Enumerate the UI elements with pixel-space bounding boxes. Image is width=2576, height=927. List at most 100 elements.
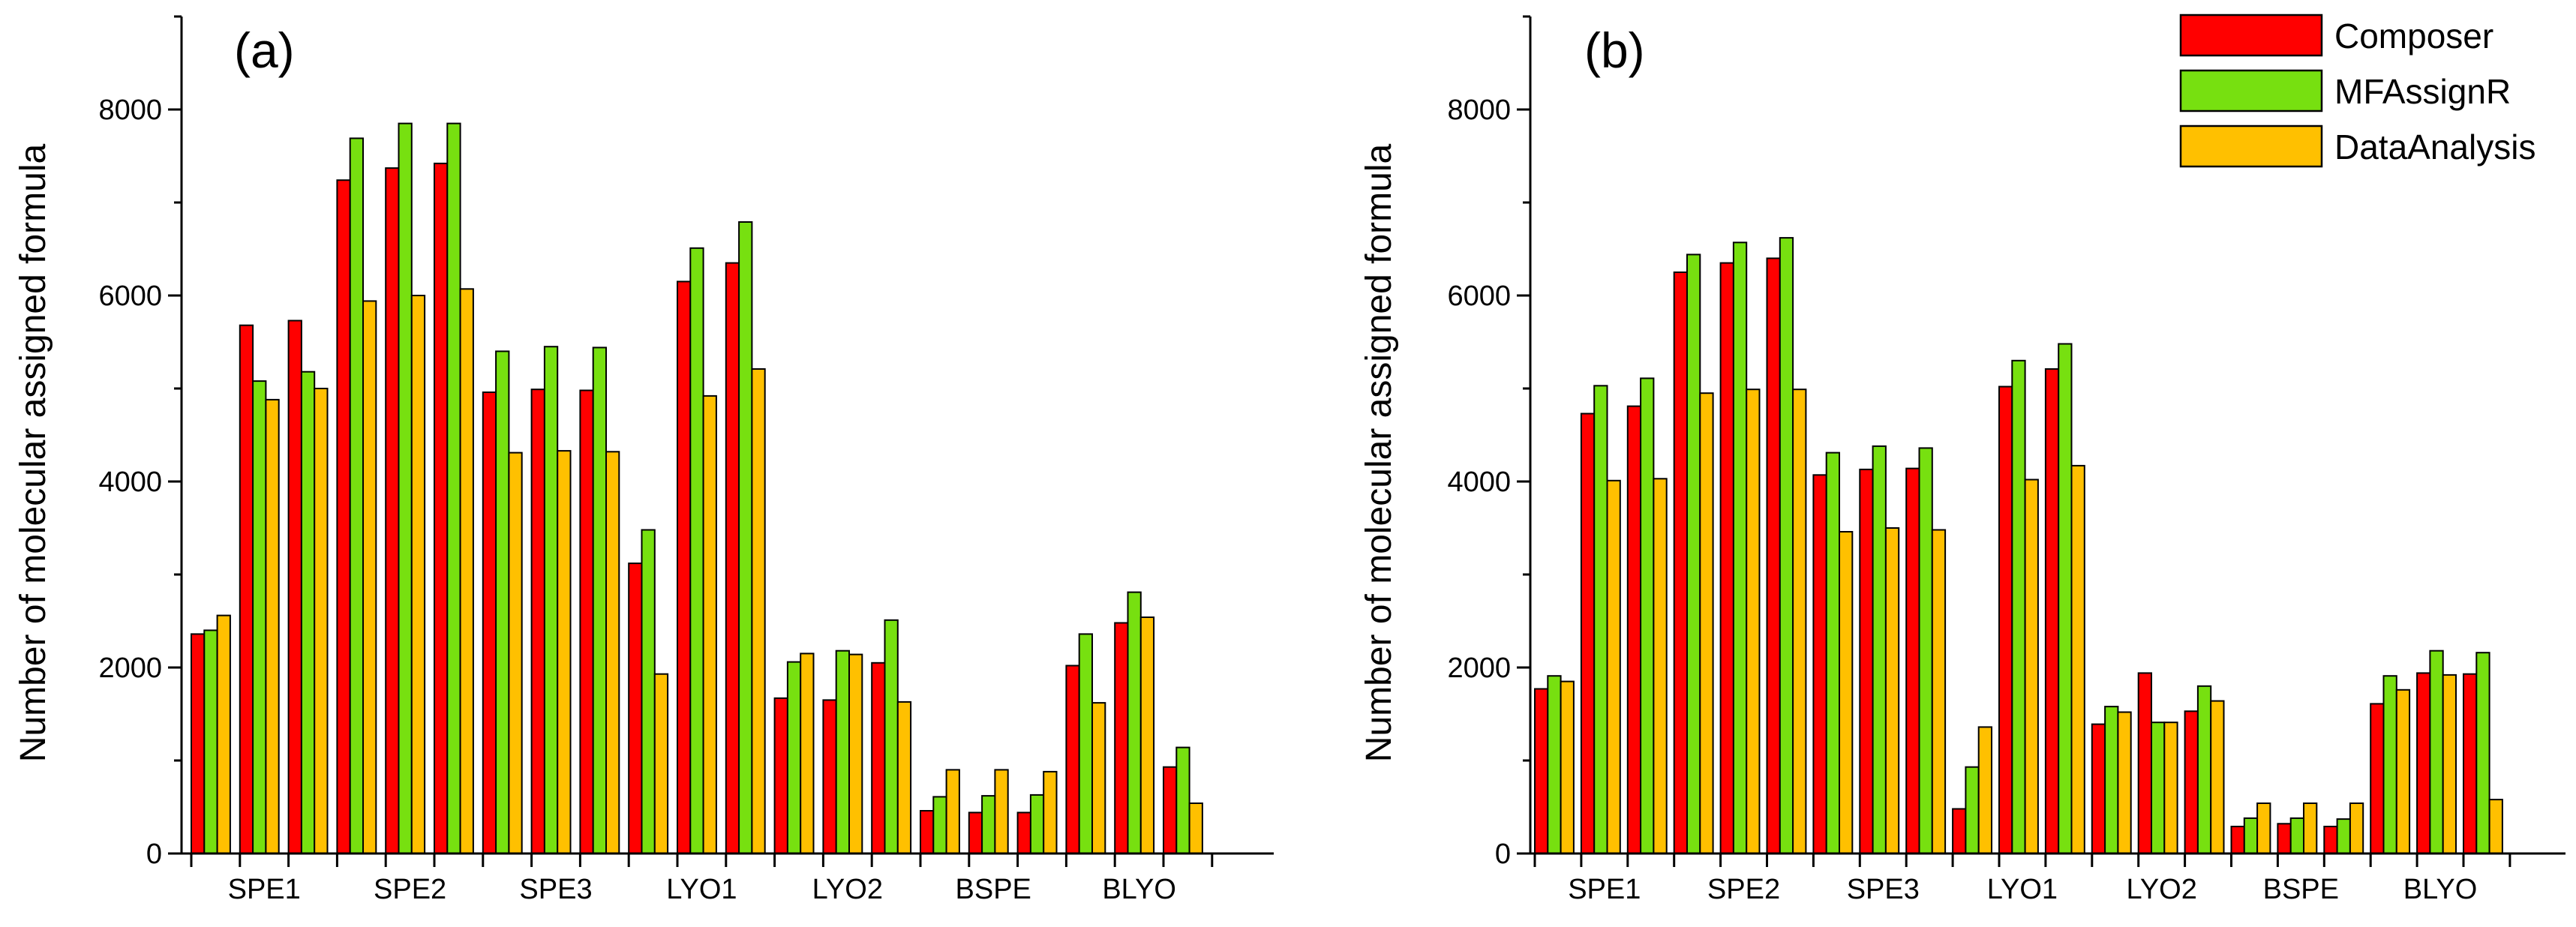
panel-a-bar-dataanalysis-8 (557, 450, 572, 854)
panel-b-bar-dataanalysis-1 (1560, 680, 1575, 854)
panel-b-bar-dataanalysis-21 (2488, 799, 2503, 854)
panel-b-bar-mfassignr-9 (1918, 447, 1933, 854)
panel-a-bar-mfassignr-20 (1127, 591, 1142, 854)
panel-b-bars (1534, 237, 2503, 855)
panel-a-bar-composer-4 (336, 179, 351, 854)
panel-a-category-label-spe3: SPE3 (519, 874, 592, 905)
panel-b-bar-dataanalysis-10 (1977, 726, 1992, 855)
panel-a-bar-dataanalysis-15 (896, 700, 912, 855)
panel-b-bar-dataanalysis-13 (2117, 711, 2132, 854)
panel-a-bar-mfassignr-4 (349, 137, 365, 854)
panel-b-y-tick-label-0: 0 (1495, 838, 1511, 870)
panel-b-category-label-bspe: BSPE (2263, 874, 2339, 905)
panel-b-bar-composer-21 (2463, 673, 2478, 855)
panel-a-bar-dataanalysis-20 (1139, 616, 1155, 854)
panel-b-bar-mfassignr-5 (1732, 242, 1748, 854)
panel-a-bar-composer-9 (579, 389, 594, 854)
panel-a-bar-dataanalysis-5 (410, 295, 426, 854)
panel-a-bar-composer-15 (871, 662, 886, 854)
panel-a-bar-composer-13 (773, 697, 788, 855)
panel-a-bar-dataanalysis-4 (362, 300, 377, 854)
panel-b-bar-mfassignr-2 (1593, 385, 1608, 854)
panel-b-category-label-spe1: SPE1 (1568, 874, 1641, 905)
panel-a-y-tick-label-4000: 4000 (98, 466, 162, 498)
panel-a-bar-mfassignr-21 (1175, 746, 1190, 854)
panel-b-bar-mfassignr-11 (2011, 359, 2026, 854)
panel-b-bar-dataanalysis-19 (2395, 688, 2411, 854)
panel-b-bar-mfassignr-8 (1872, 445, 1887, 854)
panel-a-bar-composer-6 (434, 162, 449, 854)
panel-a-bar-composer-11 (677, 280, 692, 854)
panel-b-bar-composer-5 (1719, 262, 1734, 855)
panel-b-bar-dataanalysis-16 (2256, 802, 2271, 854)
panel-b-category-label-blyo: BLYO (2403, 874, 2478, 905)
panel-b-bar-composer-18 (2323, 826, 2338, 854)
panel-a-category-label-lyo1: LYO1 (666, 874, 737, 905)
panel-b-bar-composer-17 (2277, 823, 2292, 855)
legend-swatch-dataanalysis (2179, 124, 2323, 168)
panel-a-axes (180, 16, 1274, 867)
panel-b-bar-composer-6 (1766, 257, 1781, 854)
panel-b-bar-dataanalysis-17 (2303, 802, 2318, 854)
panel-a-category-label-spe1: SPE1 (228, 874, 301, 905)
panel-a-category-label-blyo: BLYO (1102, 874, 1176, 905)
panel-a-bar-mfassignr-7 (495, 350, 510, 854)
panel-b-bar-dataanalysis-4 (1699, 392, 1714, 854)
panel-a-y-tick-label-2000: 2000 (98, 652, 162, 684)
panel-b-y-tick-label-4000: 4000 (1447, 466, 1511, 498)
panel-b-bar-composer-11 (1998, 386, 2013, 854)
panel-b-bar-mfassignr-14 (2151, 722, 2166, 855)
panel-b-label: (b) (1584, 22, 1645, 78)
legend-swatch-composer (2179, 14, 2323, 57)
panel-b-bar-dataanalysis-11 (2024, 478, 2039, 854)
panel-a-bar-dataanalysis-6 (459, 288, 474, 854)
panel-b-bar-mfassignr-15 (2196, 685, 2212, 854)
panel-b-y-tick-label-6000: 6000 (1447, 280, 1511, 312)
legend: Composer MFAssignR DataAnalysis (2179, 14, 2535, 168)
panel-b-bar-composer-12 (2044, 368, 2060, 854)
panel-a-bar-dataanalysis-2 (265, 398, 280, 854)
panel-a-bar-dataanalysis-3 (314, 388, 329, 854)
panel-a-bar-composer-10 (628, 562, 643, 854)
panel-b-bar-composer-4 (1673, 272, 1688, 854)
panel-a-bar-mfassignr-11 (689, 247, 704, 854)
panel-a-bar-dataanalysis-12 (751, 368, 766, 854)
panel-a-bar-mfassignr-15 (884, 619, 899, 854)
panel-a-bar-mfassignr-9 (592, 346, 608, 854)
panel-a-bar-composer-16 (920, 810, 935, 854)
panel-b-bar-mfassignr-7 (1825, 452, 1840, 854)
panel-a-bar-composer-20 (1114, 622, 1129, 854)
panel-a-bar-mfassignr-10 (641, 529, 656, 854)
panel-a-bar-dataanalysis-7 (508, 452, 523, 854)
panel-b-bar-mfassignr-17 (2289, 817, 2304, 855)
panel-b-bar-composer-20 (2416, 672, 2431, 855)
panel-b-bar-dataanalysis-6 (1792, 388, 1807, 854)
panel-b-bar-mfassignr-3 (1640, 377, 1655, 854)
panel-a-bar-composer-21 (1163, 766, 1178, 855)
panel-a-bar-composer-17 (968, 812, 983, 855)
panel-b-category-label-spe2: SPE2 (1707, 874, 1780, 905)
panel-b-bar-mfassignr-10 (1965, 766, 1980, 855)
panel-b: Number of molecular assigned formula (b)… (1359, 15, 2565, 905)
panel-b-category-label-lyo1: LYO1 (1987, 874, 2058, 905)
panel-b-bar-composer-10 (1952, 808, 1967, 854)
legend-swatch-mfassignr (2179, 69, 2323, 112)
panel-b-bar-mfassignr-18 (2336, 818, 2351, 854)
panel-a-bar-dataanalysis-16 (945, 769, 960, 855)
panel-a-bar-composer-1 (191, 633, 206, 855)
panel-a-bar-composer-12 (725, 262, 740, 855)
panel-b-bar-mfassignr-16 (2243, 817, 2259, 855)
panel-a-bar-mfassignr-14 (835, 650, 850, 854)
panel-b-bar-composer-15 (2184, 710, 2199, 854)
panel-b-bar-mfassignr-19 (2382, 675, 2397, 855)
panel-a-y-axis-title: Number of molecular assigned formula (14, 144, 53, 763)
panel-b-x-categories: SPE1 SPE2 SPE3 LYO1 LYO2 BSPE BLYO (1568, 874, 2477, 905)
panel-b-bar-mfassignr-6 (1779, 237, 1794, 855)
panel-a-bar-dataanalysis-19 (1091, 702, 1106, 854)
panel-b-bar-dataanalysis-8 (1884, 527, 1900, 854)
panel-b-bar-composer-7 (1812, 474, 1827, 854)
panel-a-label: (a) (234, 22, 295, 78)
legend-label-mfassignr: MFAssignR (2334, 72, 2511, 111)
panel-b-bar-mfassignr-20 (2429, 650, 2444, 854)
panel-a-bar-mfassignr-12 (738, 221, 753, 854)
